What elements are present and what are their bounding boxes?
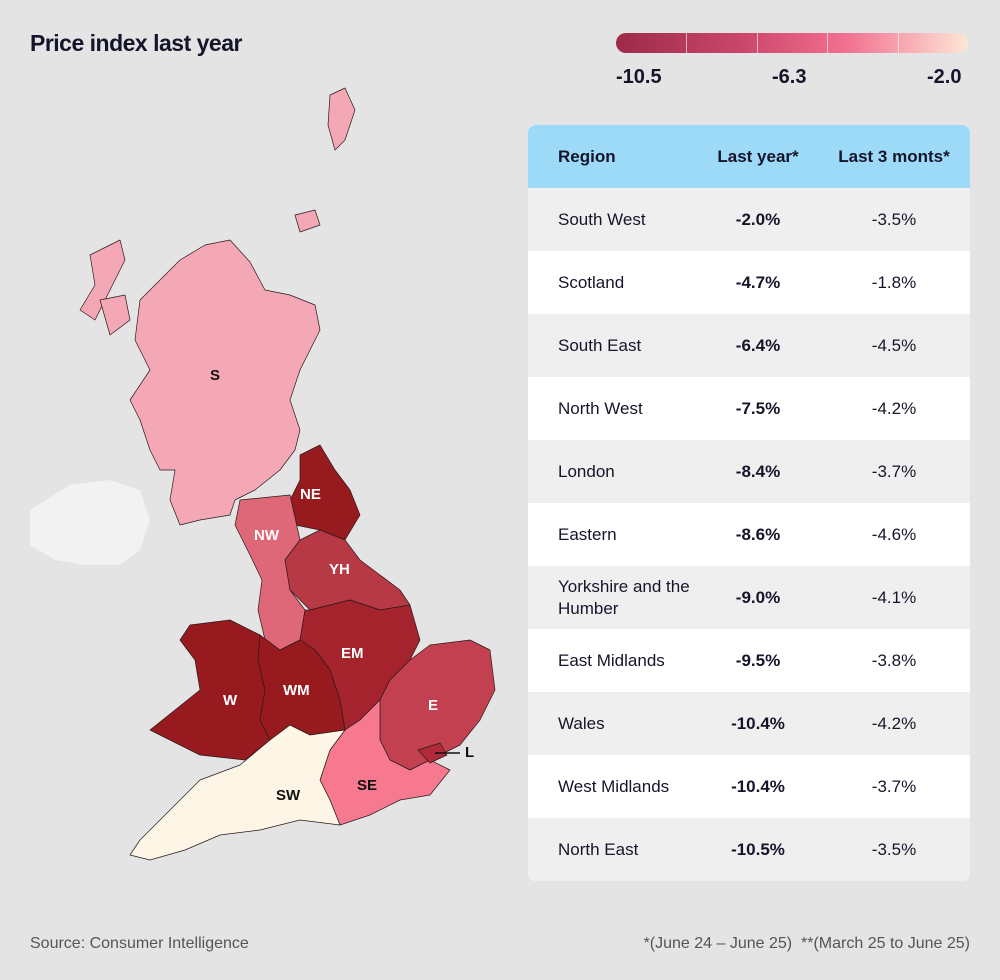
last-year-value: -10.5% [731,839,785,859]
region-name: Eastern [558,524,617,544]
last-year-value: -4.7% [735,272,781,292]
table-row: Wales -10.4% -4.2% [528,692,970,755]
region-name: London [558,461,615,481]
region-table: Region Last year* Last 3 monts* South We… [528,125,970,881]
region-name: North East [558,839,639,859]
region-name: Scotland [558,272,625,292]
table-row: North East -10.5% -3.5% [528,818,970,881]
table-row: Yorkshire and the Humber -9.0% -4.1% [528,566,970,629]
table-row: East Midlands -9.5% -3.8% [528,629,970,692]
table-row: South West -2.0% -3.5% [528,188,970,251]
period-note: *(June 24 – June 25) **(March 25 to June… [643,935,970,952]
last-3-months-value: -3.5% [871,209,917,229]
region-name: Wales [558,713,605,733]
last-year-value: -9.0% [735,587,781,607]
map-label-W: W [223,692,238,709]
legend-max-label: -2.0 [927,66,962,88]
region-name: South West [558,209,646,229]
last-year-value: -8.6% [735,524,781,544]
map-label-EM: EM [341,645,364,662]
region-L [417,742,448,764]
region-name: West Midlands [558,776,670,796]
last-3-months-value: -4.6% [871,524,917,544]
table-header: Region Last year* Last 3 monts* [528,125,970,188]
uk-region-map: S NE NW YH EM W WM E L SE SW [30,87,496,861]
map-label-E: E [428,697,438,714]
region-W [149,619,271,761]
table-row: South East -6.4% -4.5% [528,314,970,377]
last-3-months-value: -3.5% [871,839,917,859]
last-year-value: -6.4% [735,335,781,355]
legend-mid-label: -6.3 [772,66,807,88]
last-3-months-value: -3.7% [871,776,917,796]
map-label-S: S [210,367,220,384]
table-row: North West -7.5% -4.2% [528,377,970,440]
legend-min-label: -10.5 [616,66,662,88]
last-3-months-value: -4.2% [871,713,917,733]
map-label-L: L [465,744,474,761]
map-label-NW: NW [254,527,280,544]
region-name: East Midlands [558,650,665,670]
map-label-SW: SW [276,787,301,804]
map-label-WM: WM [283,682,310,699]
table-row: Eastern -8.6% -4.6% [528,503,970,566]
last-year-value: -8.4% [735,461,781,481]
last-3-months-value: -4.5% [871,335,917,355]
last-3-months-value: -4.1% [871,587,917,607]
page-title: Price index last year [30,30,242,56]
header-last-3-months: Last 3 monts* [838,146,950,166]
last-year-value: -10.4% [731,776,785,796]
table-row: West Midlands -10.4% -3.7% [528,755,970,818]
region-northern-ireland [30,480,150,565]
color-legend-bar [616,33,968,53]
last-3-months-value: -1.8% [871,272,917,292]
region-name: North West [558,398,643,418]
last-year-value: -2.0% [735,209,781,229]
table-row: Scotland -4.7% -1.8% [528,251,970,314]
header-last-year: Last year* [717,146,799,166]
last-year-value: -7.5% [735,398,781,418]
last-3-months-value: -3.8% [871,650,917,670]
map-label-YH: YH [329,561,350,578]
region-SW [129,724,346,861]
map-label-SE: SE [357,777,377,794]
last-year-value: -10.4% [731,713,785,733]
region-S [79,87,356,526]
header-region: Region [558,146,616,166]
source-note: Source: Consumer Intelligence [30,935,249,952]
last-year-value: -9.5% [735,650,781,670]
region-name: South East [558,335,642,355]
region-name: Yorkshire and the Humber [558,576,690,618]
map-label-NE: NE [300,486,321,503]
last-3-months-value: -4.2% [871,398,917,418]
table-row: London -8.4% -3.7% [528,440,970,503]
last-3-months-value: -3.7% [871,461,917,481]
